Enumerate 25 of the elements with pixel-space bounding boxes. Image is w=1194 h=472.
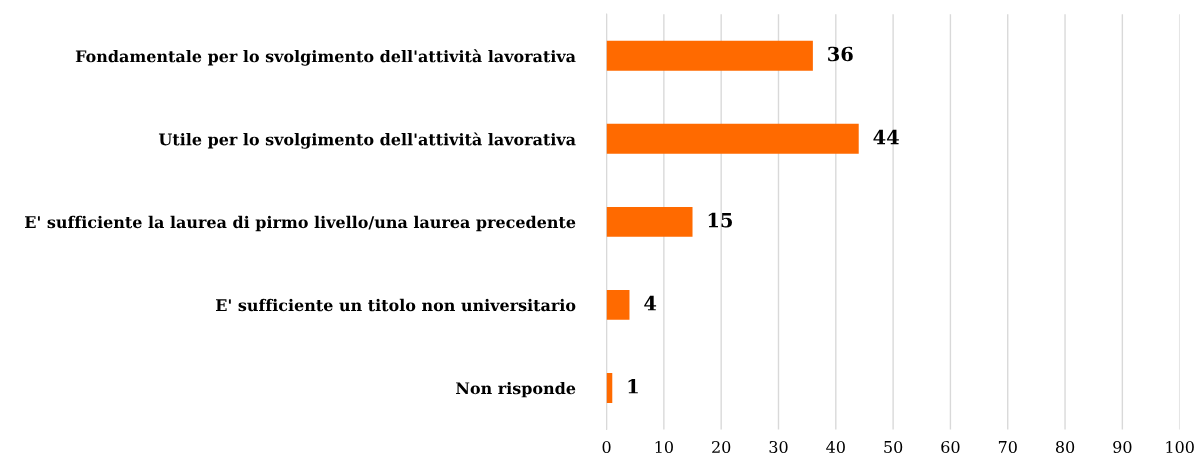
x-tick-label: 30: [769, 440, 788, 453]
bar: [606, 289, 630, 320]
data-label: 1: [628, 378, 638, 394]
x-tick-label: 80: [1055, 440, 1075, 453]
x-tick-label: 40: [826, 440, 845, 453]
bar: [606, 123, 859, 154]
x-tick-label: 60: [941, 440, 960, 453]
x-tick-label: 100: [1166, 440, 1194, 453]
y-tick-label: E' sufficiente un titolo non universitario: [215, 298, 576, 312]
bar: [606, 40, 813, 71]
x-tick-label: 90: [1113, 440, 1132, 453]
x-tick-label: 0: [602, 440, 611, 453]
x-tick-label: 50: [884, 440, 903, 453]
y-tick-label: Non risponde: [456, 381, 576, 398]
x-tick-label: 70: [998, 440, 1017, 453]
x-tick-label: 20: [712, 440, 731, 453]
data-label: 36: [828, 46, 853, 62]
data-label: 44: [873, 129, 899, 145]
y-tick-label: Utile per lo svolgimento dell'attività lavorativa: [158, 132, 576, 149]
data-label: 4: [644, 295, 657, 311]
bar: [606, 206, 693, 237]
y-tick-label: E' sufficiente la laurea di pirmo livello/una laurea precedente: [25, 215, 576, 232]
y-tick-label: Fondamentale per lo svolgimento dell'attività lavorativa: [75, 49, 576, 66]
x-tick-label: 10: [655, 440, 673, 453]
data-label: 15: [708, 212, 732, 228]
